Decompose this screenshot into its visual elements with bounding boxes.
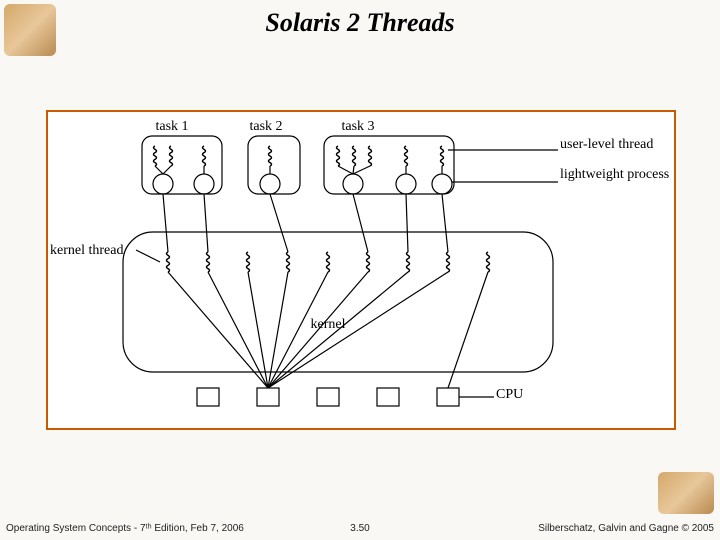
svg-text:task 3: task 3: [341, 119, 374, 134]
footer-right: Silberschatz, Galvin and Gagne © 2005: [538, 523, 714, 534]
svg-text:kernel thread: kernel thread: [50, 243, 123, 258]
svg-text:lightweight process: lightweight process: [560, 167, 669, 182]
slide-footer: Operating System Concepts - 7ᵗʰ Edition,…: [0, 518, 720, 534]
svg-text:task 2: task 2: [249, 119, 282, 134]
slide-title: Solaris 2 Threads: [0, 8, 720, 38]
svg-text:task 1: task 1: [155, 119, 188, 134]
solaris-threads-diagram: task 1task 2task 3kernelkernel threaduse…: [48, 112, 674, 428]
svg-text:user-level thread: user-level thread: [560, 137, 653, 152]
diagram-frame: task 1task 2task 3kernelkernel threaduse…: [46, 110, 676, 430]
svg-text:CPU: CPU: [496, 387, 523, 402]
textbook-logo-bottom: [658, 472, 714, 514]
